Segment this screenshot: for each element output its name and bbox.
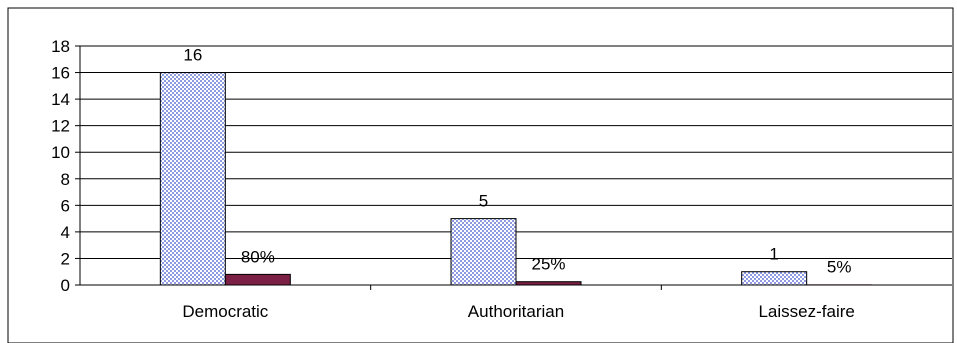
y-axis-ticks: 0 2 4 6 8 10 12 14 16 18	[51, 37, 80, 295]
y-tick-label: 0	[61, 276, 70, 295]
y-tick-label: 4	[61, 223, 70, 242]
data-labels: 16 80% 5 25% 1 5%	[183, 46, 851, 277]
data-label-count: 5	[479, 192, 488, 211]
y-tick-label: 16	[51, 64, 70, 83]
data-label-count: 1	[769, 245, 778, 264]
data-label-percent: 80%	[241, 247, 275, 266]
y-tick-label: 8	[61, 170, 70, 189]
bars	[159, 72, 872, 286]
y-tick-label: 6	[61, 196, 70, 215]
bar-percent-democratic	[224, 273, 291, 286]
category-label: Democratic	[182, 302, 268, 321]
data-label-percent: 5%	[827, 257, 852, 276]
category-label: Authoritarian	[468, 302, 564, 321]
bar-count-authoritarian	[450, 218, 517, 286]
y-tick-label: 2	[61, 249, 70, 268]
chart-border	[7, 7, 954, 343]
y-tick-label: 10	[51, 143, 70, 162]
y-tick-label: 12	[51, 117, 70, 136]
bar-count-laissez-faire	[741, 271, 808, 286]
bar-count-democratic	[159, 72, 226, 286]
y-tick-label: 18	[51, 37, 70, 56]
category-label: Laissez-faire	[758, 302, 854, 321]
data-label-count: 16	[183, 46, 202, 65]
data-label-percent: 25%	[531, 255, 565, 274]
category-labels: Democratic Authoritarian Laissez-faire	[182, 285, 855, 321]
y-tick-label: 14	[51, 90, 70, 109]
